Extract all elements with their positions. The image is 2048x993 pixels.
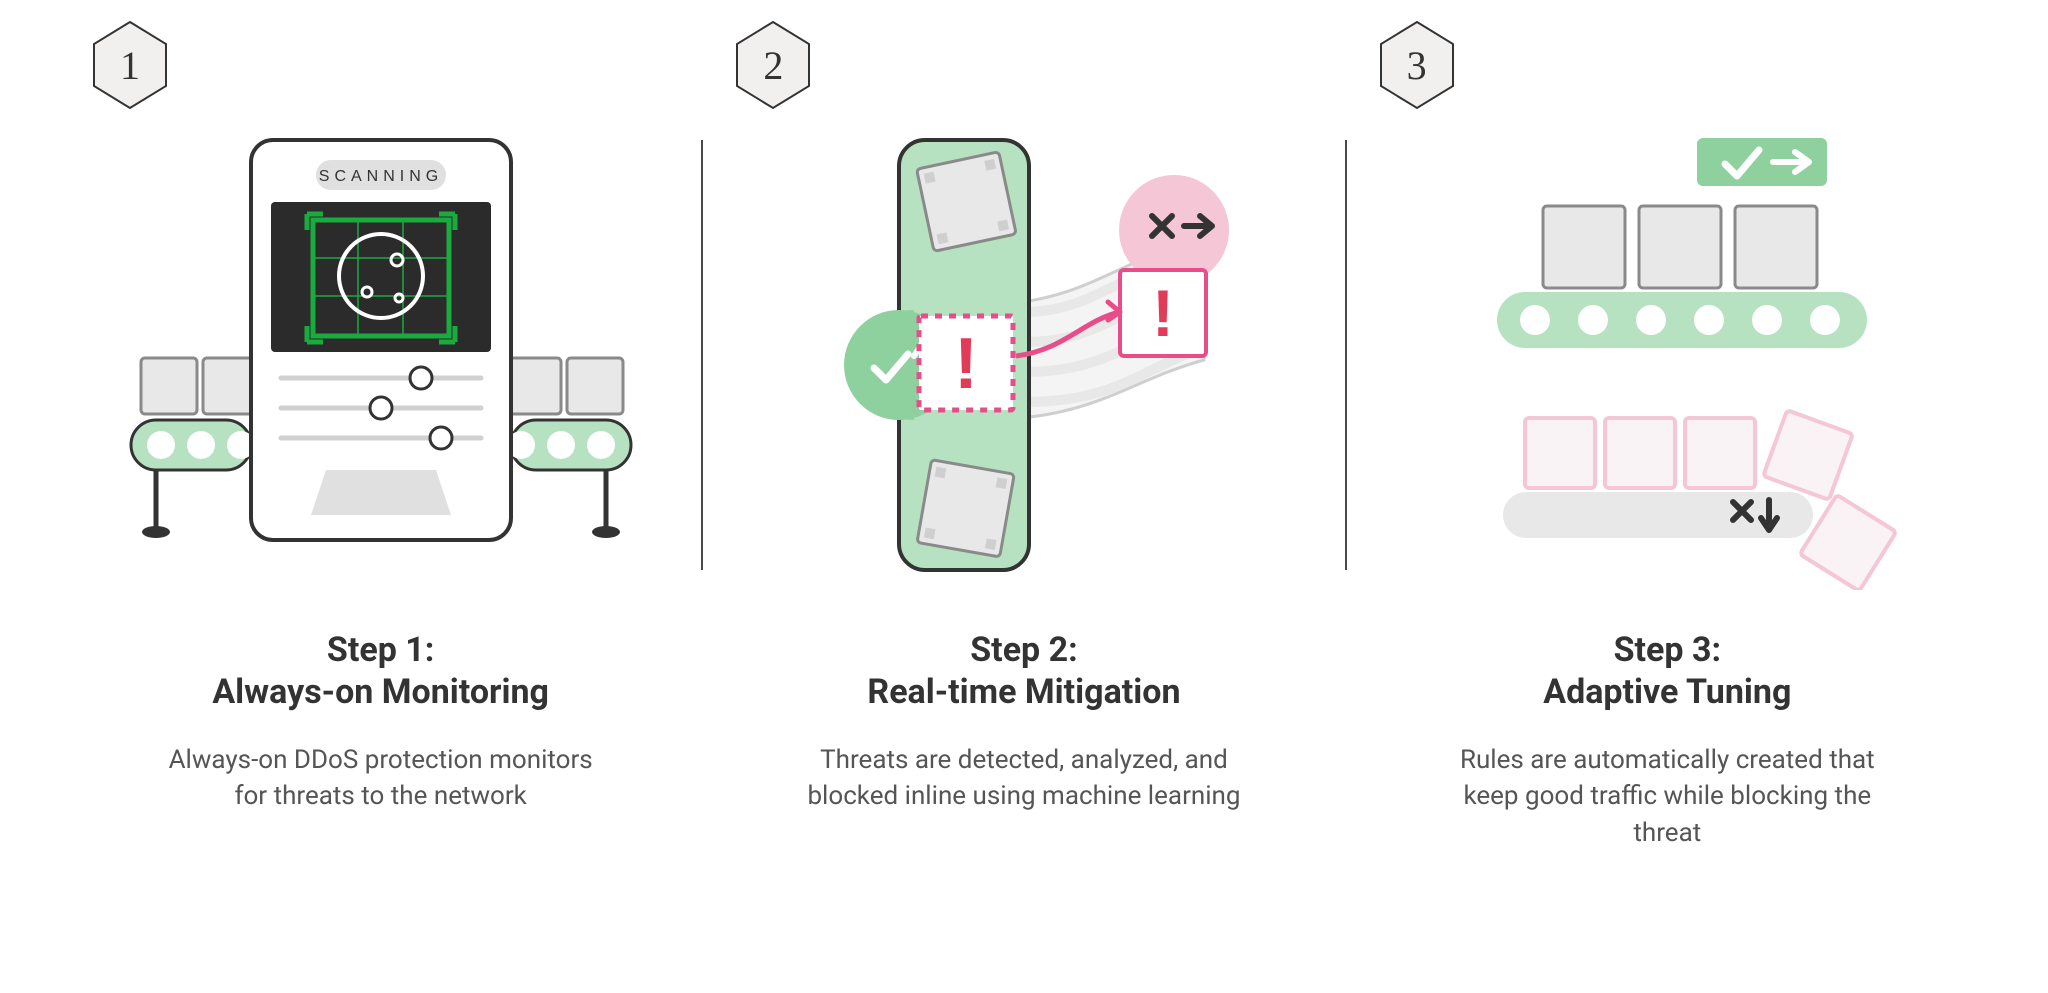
bad-box-fall-1-icon (1763, 410, 1853, 500)
good-belt-icon (1497, 292, 1867, 348)
step-2-label: Step 2: (804, 630, 1244, 670)
svg-text:!: ! (1152, 276, 1174, 350)
good-box-1-icon (1543, 206, 1625, 288)
step-1-text: Step 1: Always-on Monitoring Always-on D… (161, 630, 601, 815)
step-3-desc: Rules are automatically created that kee… (1447, 742, 1887, 851)
svg-text:!: ! (954, 324, 978, 404)
step-3: 3 (1347, 20, 1988, 851)
step-3-text: Step 3: Adaptive Tuning Rules are automa… (1447, 630, 1887, 851)
step-2-illustration: ! (764, 120, 1284, 590)
scanning-chip-text: SCANNING (318, 168, 442, 185)
step-2-hex: 2 (733, 20, 813, 110)
bad-box-fall-2-icon (1800, 495, 1896, 590)
bad-belt-icon (1503, 492, 1813, 538)
step-1-label: Step 1: (161, 630, 601, 670)
box-top-icon (917, 152, 1017, 252)
step-2-title: Real-time Mitigation (804, 672, 1244, 712)
step-1: 1 (60, 20, 701, 815)
good-box-3-icon (1735, 206, 1817, 288)
threat-box-diverted-icon: ! (1120, 270, 1206, 356)
conveyor-right-icon (505, 358, 631, 538)
good-box-2-icon (1639, 206, 1721, 288)
step-1-title: Always-on Monitoring (161, 672, 601, 712)
step-2: 2 (703, 20, 1344, 815)
bad-box-3-icon (1685, 418, 1755, 488)
infographic-root: 1 (0, 0, 2048, 891)
threat-box-on-belt-icon: ! (919, 316, 1013, 410)
step-2-number: 2 (763, 42, 783, 89)
bad-box-2-icon (1605, 418, 1675, 488)
step-1-desc: Always-on DDoS protection monitors for t… (161, 742, 601, 815)
step-1-hex: 1 (90, 20, 170, 110)
conveyor-left-icon (131, 358, 259, 538)
step-1-illustration: SCANNING (121, 120, 641, 590)
step-2-text: Step 2: Real-time Mitigation Threats are… (804, 630, 1244, 815)
bad-box-1-icon (1525, 418, 1595, 488)
step-3-illustration (1407, 120, 1927, 590)
step-2-desc: Threats are detected, analyzed, and bloc… (804, 742, 1244, 815)
box-bottom-icon (917, 460, 1014, 557)
ok-pill-icon (1697, 138, 1827, 186)
step-3-label: Step 3: (1447, 630, 1887, 670)
scanner-panel-icon: SCANNING (251, 140, 511, 540)
step-3-number: 3 (1407, 42, 1427, 89)
step-1-number: 1 (120, 42, 140, 89)
step-3-title: Adaptive Tuning (1447, 672, 1887, 712)
step-3-hex: 3 (1377, 20, 1457, 110)
